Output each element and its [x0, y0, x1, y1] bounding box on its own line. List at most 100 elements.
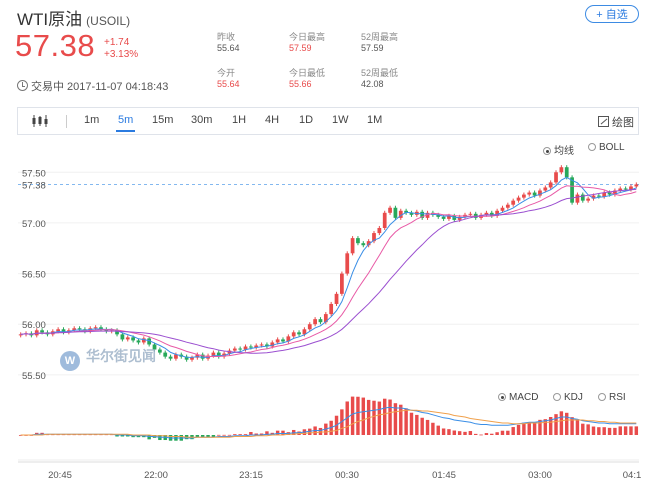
candle-body [463, 214, 467, 217]
overlay-option-boll[interactable]: BOLL [588, 142, 625, 153]
candle-body [564, 167, 569, 178]
x-tick-label: 23:15 [239, 470, 263, 481]
macd-bar [586, 424, 590, 435]
timeframe-5m[interactable]: 5m [115, 114, 136, 132]
stat-value: 55.64 [217, 43, 240, 53]
candle-body [179, 354, 184, 357]
macd-bar [463, 431, 467, 435]
macd-bar [452, 430, 457, 435]
stat-value: 55.66 [289, 79, 312, 89]
candle-body [473, 213, 478, 218]
candle-body [174, 354, 178, 359]
macd-bar [291, 429, 296, 435]
macd-bar [409, 412, 414, 435]
timeframe-30m[interactable]: 30m [191, 114, 213, 126]
y-tick-label: 55.50 [22, 371, 46, 382]
candle-body [50, 331, 55, 335]
y-tick-label: 56.00 [22, 320, 46, 331]
candle-body [420, 211, 425, 218]
candle-body [634, 184, 639, 187]
radio-icon [588, 143, 596, 151]
stat-label: 今日最低 [289, 68, 326, 78]
macd-bar [420, 417, 424, 435]
macd-bar [195, 435, 200, 438]
current-price-label: 57.38 [22, 180, 46, 191]
candle-body [24, 333, 28, 335]
timeframe-15m[interactable]: 15m [152, 114, 174, 126]
candle-body [72, 328, 77, 331]
macd-bar [56, 434, 60, 436]
stat-day-low: 今日最低 55.66 [289, 68, 325, 90]
timeframe-1mo[interactable]: 1M [367, 114, 383, 126]
candle-body [238, 348, 243, 350]
symbol-name: WTI原油 [17, 10, 83, 29]
change-value: +1.74 [104, 37, 130, 48]
candle-body [141, 338, 146, 343]
candle-body [157, 349, 162, 353]
add-to-watchlist-button[interactable]: + 自选 [585, 5, 639, 23]
candle-body [259, 344, 264, 346]
timeframe-1m[interactable]: 1m [84, 114, 100, 126]
macd-bar [490, 433, 494, 435]
macd-bar [500, 430, 505, 435]
macd-bar [217, 434, 221, 436]
timeframe-1d[interactable]: 1D [299, 114, 314, 126]
candle-body [452, 215, 457, 220]
macd-bar [222, 434, 226, 436]
candle-body [200, 354, 205, 359]
change-percent: +3.13% [104, 49, 139, 60]
macd-bar [142, 435, 146, 438]
candle-body [211, 352, 216, 356]
candle-body [131, 337, 135, 341]
stat-open: 今开 55.64 [217, 68, 240, 90]
macd-dif-line [20, 406, 637, 439]
candle-body [291, 332, 296, 337]
watermark-text: 华尔街见闻 [86, 348, 156, 364]
candle-body [307, 324, 312, 330]
candle-body [554, 172, 558, 183]
indicator-option-macd[interactable]: MACD [498, 392, 538, 403]
macd-bar [468, 431, 473, 435]
macd-bar [297, 431, 301, 435]
candle-body [409, 212, 414, 215]
macd-bar [233, 434, 237, 435]
candle-body [323, 314, 328, 323]
macd-bar [629, 426, 633, 435]
candle-body [83, 329, 87, 332]
macd-bar [238, 434, 242, 435]
timeframe-4h[interactable]: 4H [265, 114, 280, 126]
macd-bar [51, 434, 55, 436]
macd-bar [115, 435, 119, 437]
stat-value: 57.59 [361, 43, 384, 53]
macd-bar [67, 434, 71, 436]
macd-bar [72, 434, 76, 436]
candle-body [136, 340, 141, 343]
overlay-option-ma[interactable]: 均线 [543, 142, 574, 157]
macd-bar [415, 414, 419, 435]
candle-body [56, 329, 61, 332]
timeframe-1h[interactable]: 1H [232, 114, 247, 126]
stat-label: 52周最高 [361, 32, 399, 42]
macd-bar [479, 434, 483, 436]
candle-body [575, 194, 580, 203]
candle-body [243, 346, 248, 350]
candle-body [286, 336, 291, 342]
macd-bar [254, 433, 258, 435]
macd-bar [281, 430, 285, 435]
indicator-option-rsi[interactable]: RSI [598, 392, 626, 403]
macd-bar [35, 432, 39, 435]
quote-header: WTI原油 (USOIL) + 自选 57.38 +1.74 +3.13% 交易中… [0, 0, 654, 100]
candle-body [527, 192, 532, 195]
macd-bar [532, 422, 537, 435]
macd-bar [506, 430, 510, 435]
radio-selected-icon [543, 147, 551, 155]
macd-bar [61, 434, 66, 436]
candlestick-icon[interactable] [32, 115, 48, 127]
macd-bar [388, 399, 392, 435]
draw-tools-button[interactable]: 绘图 [598, 114, 634, 130]
candle-body [45, 332, 50, 335]
candle-body [532, 192, 537, 196]
timeframe-1w[interactable]: 1W [332, 114, 349, 126]
indicator-option-kdj[interactable]: KDJ [553, 392, 583, 403]
macd-bar [302, 429, 307, 435]
